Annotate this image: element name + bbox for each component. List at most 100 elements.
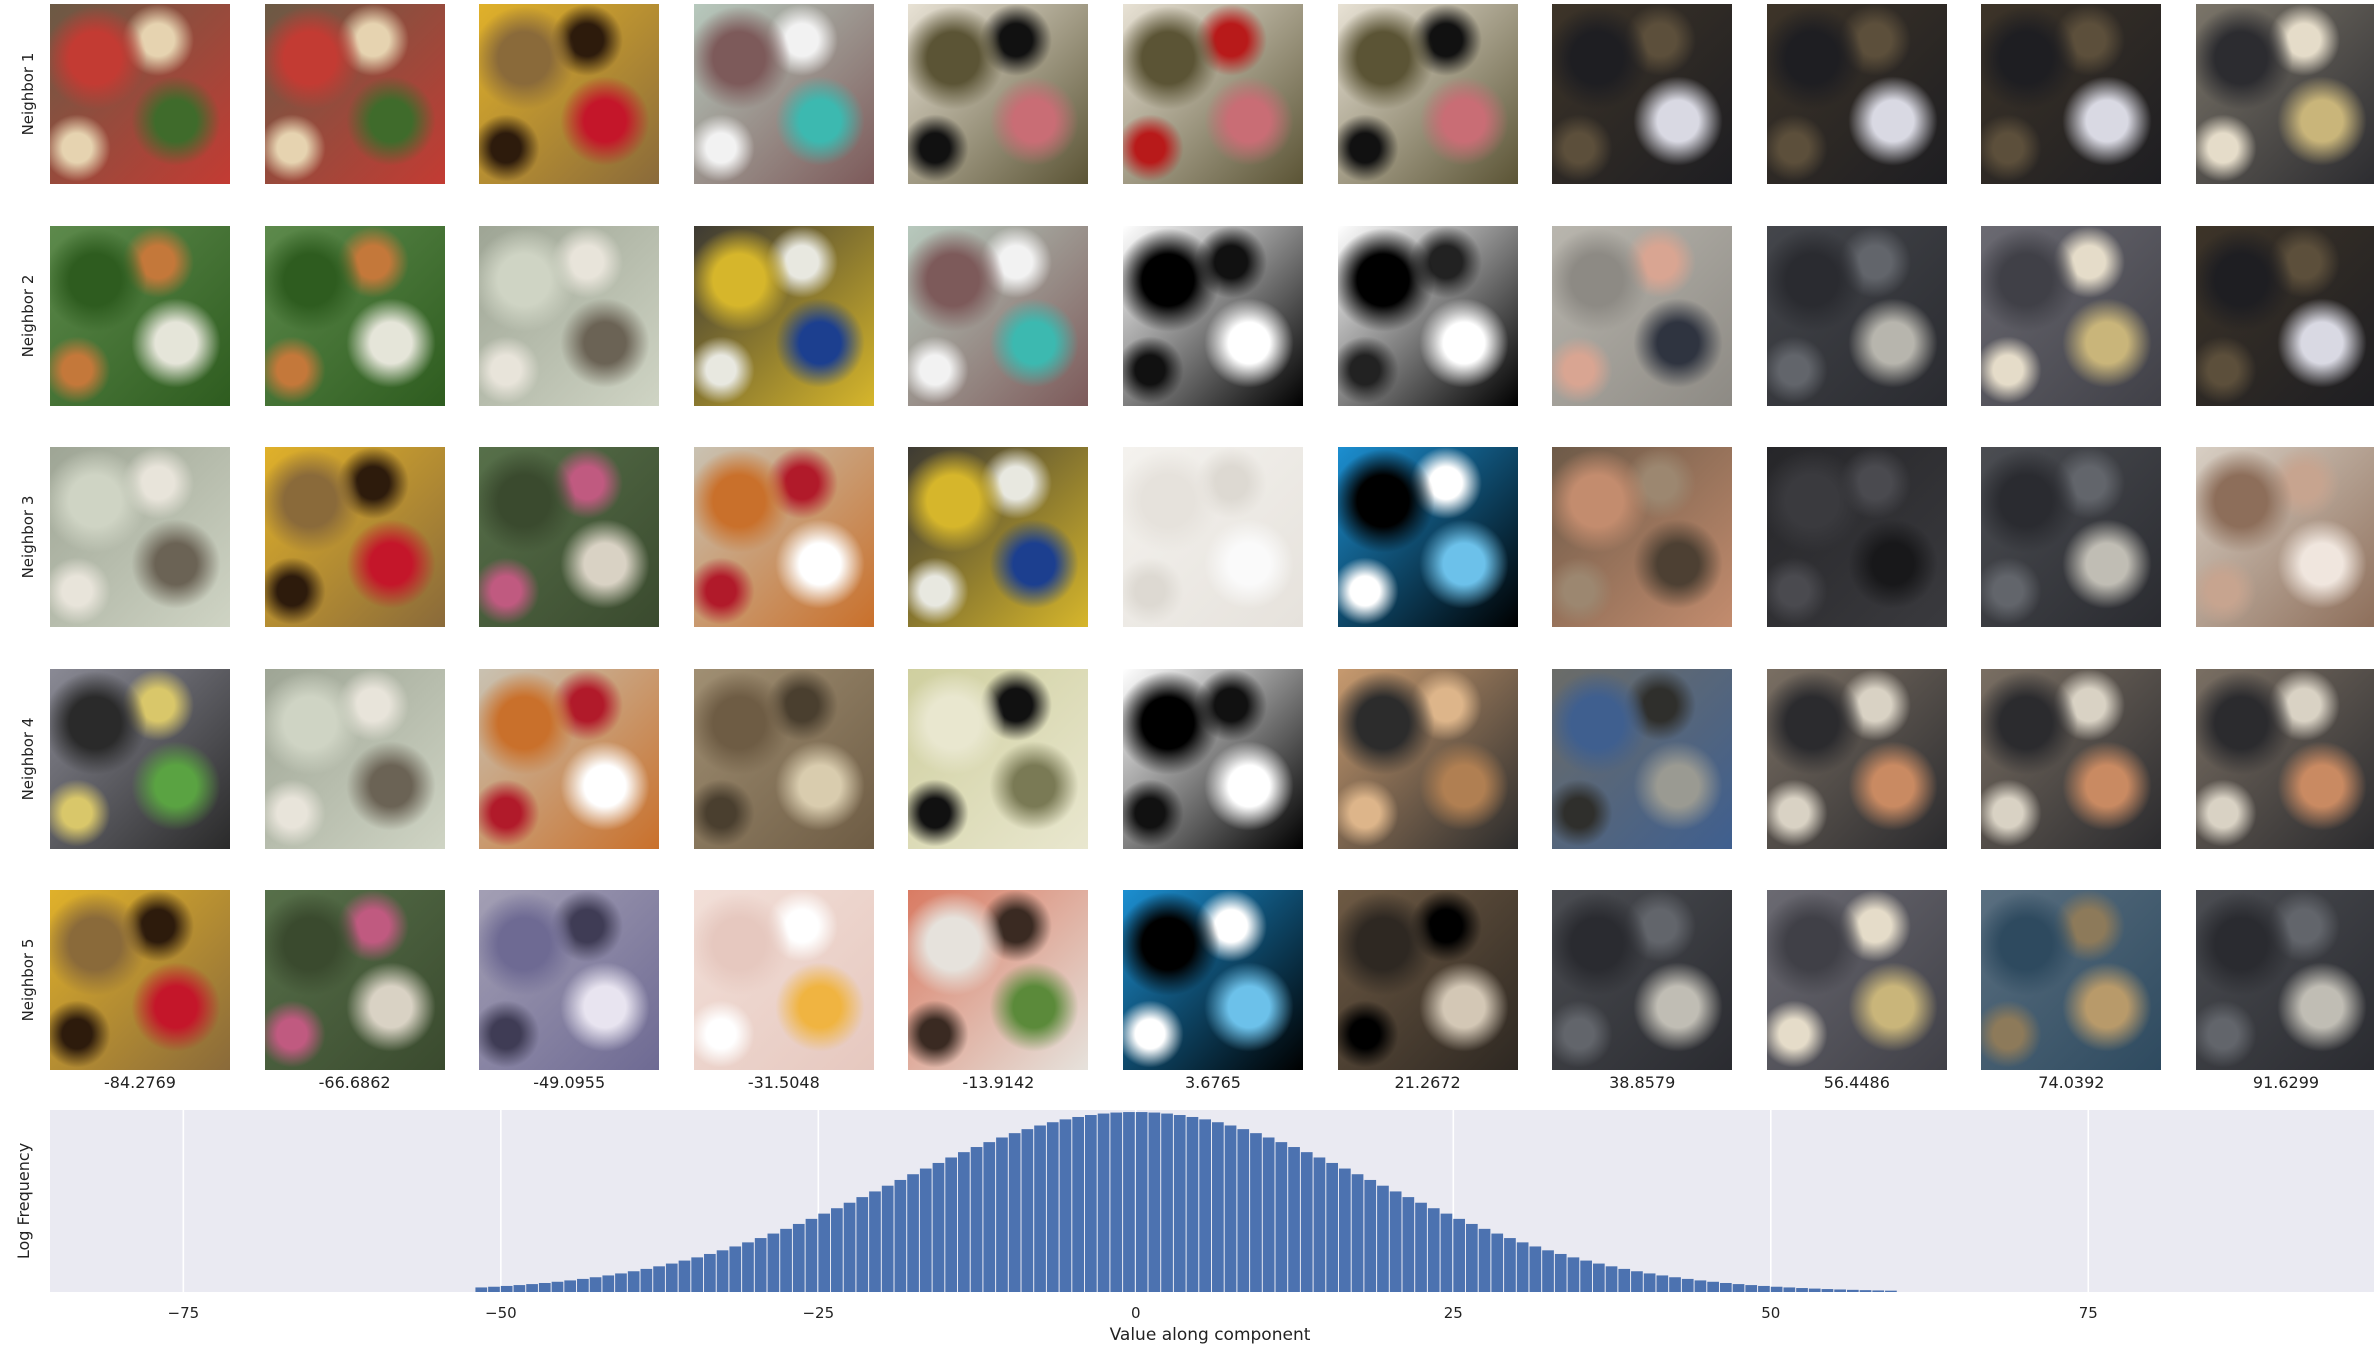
histogram-bar	[615, 1273, 627, 1292]
neighbor-thumbnail	[693, 4, 874, 184]
histogram-bar	[665, 1263, 678, 1292]
histogram-bar	[1046, 1122, 1059, 1292]
histogram-bar	[1783, 1287, 1796, 1292]
histogram-bar	[602, 1275, 615, 1292]
histogram-bar	[1338, 1168, 1351, 1292]
neighbor-thumbnail	[2196, 668, 2374, 849]
x-tick-label: 0	[1131, 1304, 1141, 1322]
neighbor-thumbnail	[264, 890, 445, 1070]
histogram-bar	[1669, 1277, 1681, 1292]
x-axis-label: Value along component	[1110, 1325, 1311, 1345]
neighbor-thumbnail	[2196, 4, 2374, 184]
histogram-bar	[1427, 1208, 1440, 1292]
neighbor-thumbnail	[50, 668, 230, 849]
histogram-bar	[551, 1281, 564, 1292]
neighbor-thumbnail	[693, 890, 874, 1070]
histogram-bar	[1300, 1152, 1313, 1292]
neighbor-thumbnail	[1552, 225, 1733, 406]
histogram-bar	[704, 1253, 716, 1292]
neighbor-thumbnail	[693, 447, 874, 627]
neighbor-thumbnail	[2196, 225, 2374, 406]
neighbor-thumbnail	[50, 447, 230, 627]
histogram-bar	[1542, 1250, 1554, 1292]
neighbor-thumbnail	[1552, 447, 1733, 627]
x-tick-label: 75	[2079, 1304, 2098, 1322]
x-tick-label: 25	[1444, 1304, 1463, 1322]
histogram-bar	[1008, 1133, 1021, 1292]
column-value-label: 38.8579	[1609, 1073, 1676, 1092]
neighbor-thumbnail	[908, 890, 1089, 1070]
histogram-bar	[1453, 1218, 1465, 1292]
neighbor-thumbnail	[1337, 668, 1518, 849]
histogram-bar	[767, 1233, 780, 1292]
neighbor-thumbnail	[50, 4, 230, 184]
histogram-bar	[1250, 1133, 1262, 1292]
histogram-bar	[538, 1282, 551, 1292]
histogram-bar	[1732, 1284, 1745, 1292]
histogram-bar	[1085, 1115, 1097, 1292]
histogram-bar	[1389, 1191, 1402, 1292]
histogram-bar	[1707, 1281, 1719, 1292]
neighbor-thumbnail	[264, 447, 445, 627]
histogram-bar	[1846, 1289, 1859, 1292]
histogram-bar	[970, 1147, 983, 1292]
x-tick-labels: −75 −50 −25 0 25 50 75	[168, 1304, 2098, 1322]
histogram-bar	[1123, 1112, 1135, 1292]
histogram-bar	[805, 1218, 818, 1292]
y-axis-label: Log Frequency	[14, 1143, 33, 1259]
histogram-bar	[1440, 1213, 1453, 1292]
column-value-label: -84.2769	[104, 1073, 176, 1092]
neighbor-thumbnail	[908, 4, 1089, 184]
neighbor-thumbnail	[264, 225, 445, 406]
histogram-bar	[894, 1179, 907, 1292]
neighbor-thumbnail	[693, 225, 874, 406]
neighbor-thumbnail	[1766, 225, 1947, 406]
neighbor-thumbnail	[1123, 4, 1303, 184]
histogram-bar	[1326, 1162, 1338, 1292]
histogram-bar	[958, 1152, 970, 1292]
neighbor-thumbnail	[1123, 668, 1303, 849]
neighbor-thumbnail	[1981, 447, 2162, 627]
neighbor-thumbnail	[1552, 668, 1733, 849]
histogram-bar	[691, 1257, 704, 1292]
histogram-bar	[1262, 1137, 1275, 1292]
histogram-bar	[564, 1280, 577, 1292]
histogram-bar	[881, 1185, 894, 1292]
column-value-label: 21.2672	[1394, 1073, 1461, 1092]
histogram-bar	[475, 1287, 488, 1292]
histogram-bar	[1656, 1275, 1669, 1292]
histogram-bar	[1110, 1112, 1123, 1292]
neighbor-thumbnail	[50, 225, 230, 406]
histogram-bar	[1504, 1238, 1516, 1292]
histogram-bar	[856, 1197, 869, 1292]
histogram-bar	[627, 1271, 640, 1292]
histogram-bar	[1351, 1174, 1364, 1292]
neighbor-thumbnail	[479, 4, 660, 184]
neighbor-thumbnail	[1766, 890, 1947, 1070]
neighbor-thumbnail	[1552, 4, 1733, 184]
histogram-bar	[1034, 1125, 1046, 1292]
neighbor-thumbnail	[1337, 225, 1518, 406]
histogram-bar	[1212, 1122, 1224, 1292]
neighbor-thumbnail	[1552, 890, 1733, 1070]
neighbor-thumbnail	[1766, 447, 1947, 627]
histogram-bar	[1275, 1142, 1288, 1292]
x-tick-label: 50	[1761, 1304, 1780, 1322]
histogram-bar	[754, 1238, 767, 1292]
histogram-bar	[1465, 1223, 1478, 1292]
column-value-label: -31.5048	[747, 1073, 820, 1092]
column-value-label: -13.9142	[962, 1073, 1035, 1092]
histogram-bar	[1491, 1233, 1504, 1292]
histogram-bar	[1186, 1116, 1199, 1292]
histogram-bar	[1021, 1129, 1034, 1292]
histogram-bar	[1364, 1179, 1377, 1292]
neighbor-thumbnail	[1337, 890, 1518, 1070]
x-tick-label: −75	[168, 1304, 200, 1322]
histogram-bar	[843, 1202, 856, 1292]
histogram-bar	[1758, 1285, 1770, 1292]
histogram-bar	[1618, 1268, 1631, 1292]
neighbor-thumbnail	[908, 447, 1089, 627]
histogram-bar	[1224, 1125, 1237, 1292]
histogram-bar	[1567, 1257, 1580, 1292]
